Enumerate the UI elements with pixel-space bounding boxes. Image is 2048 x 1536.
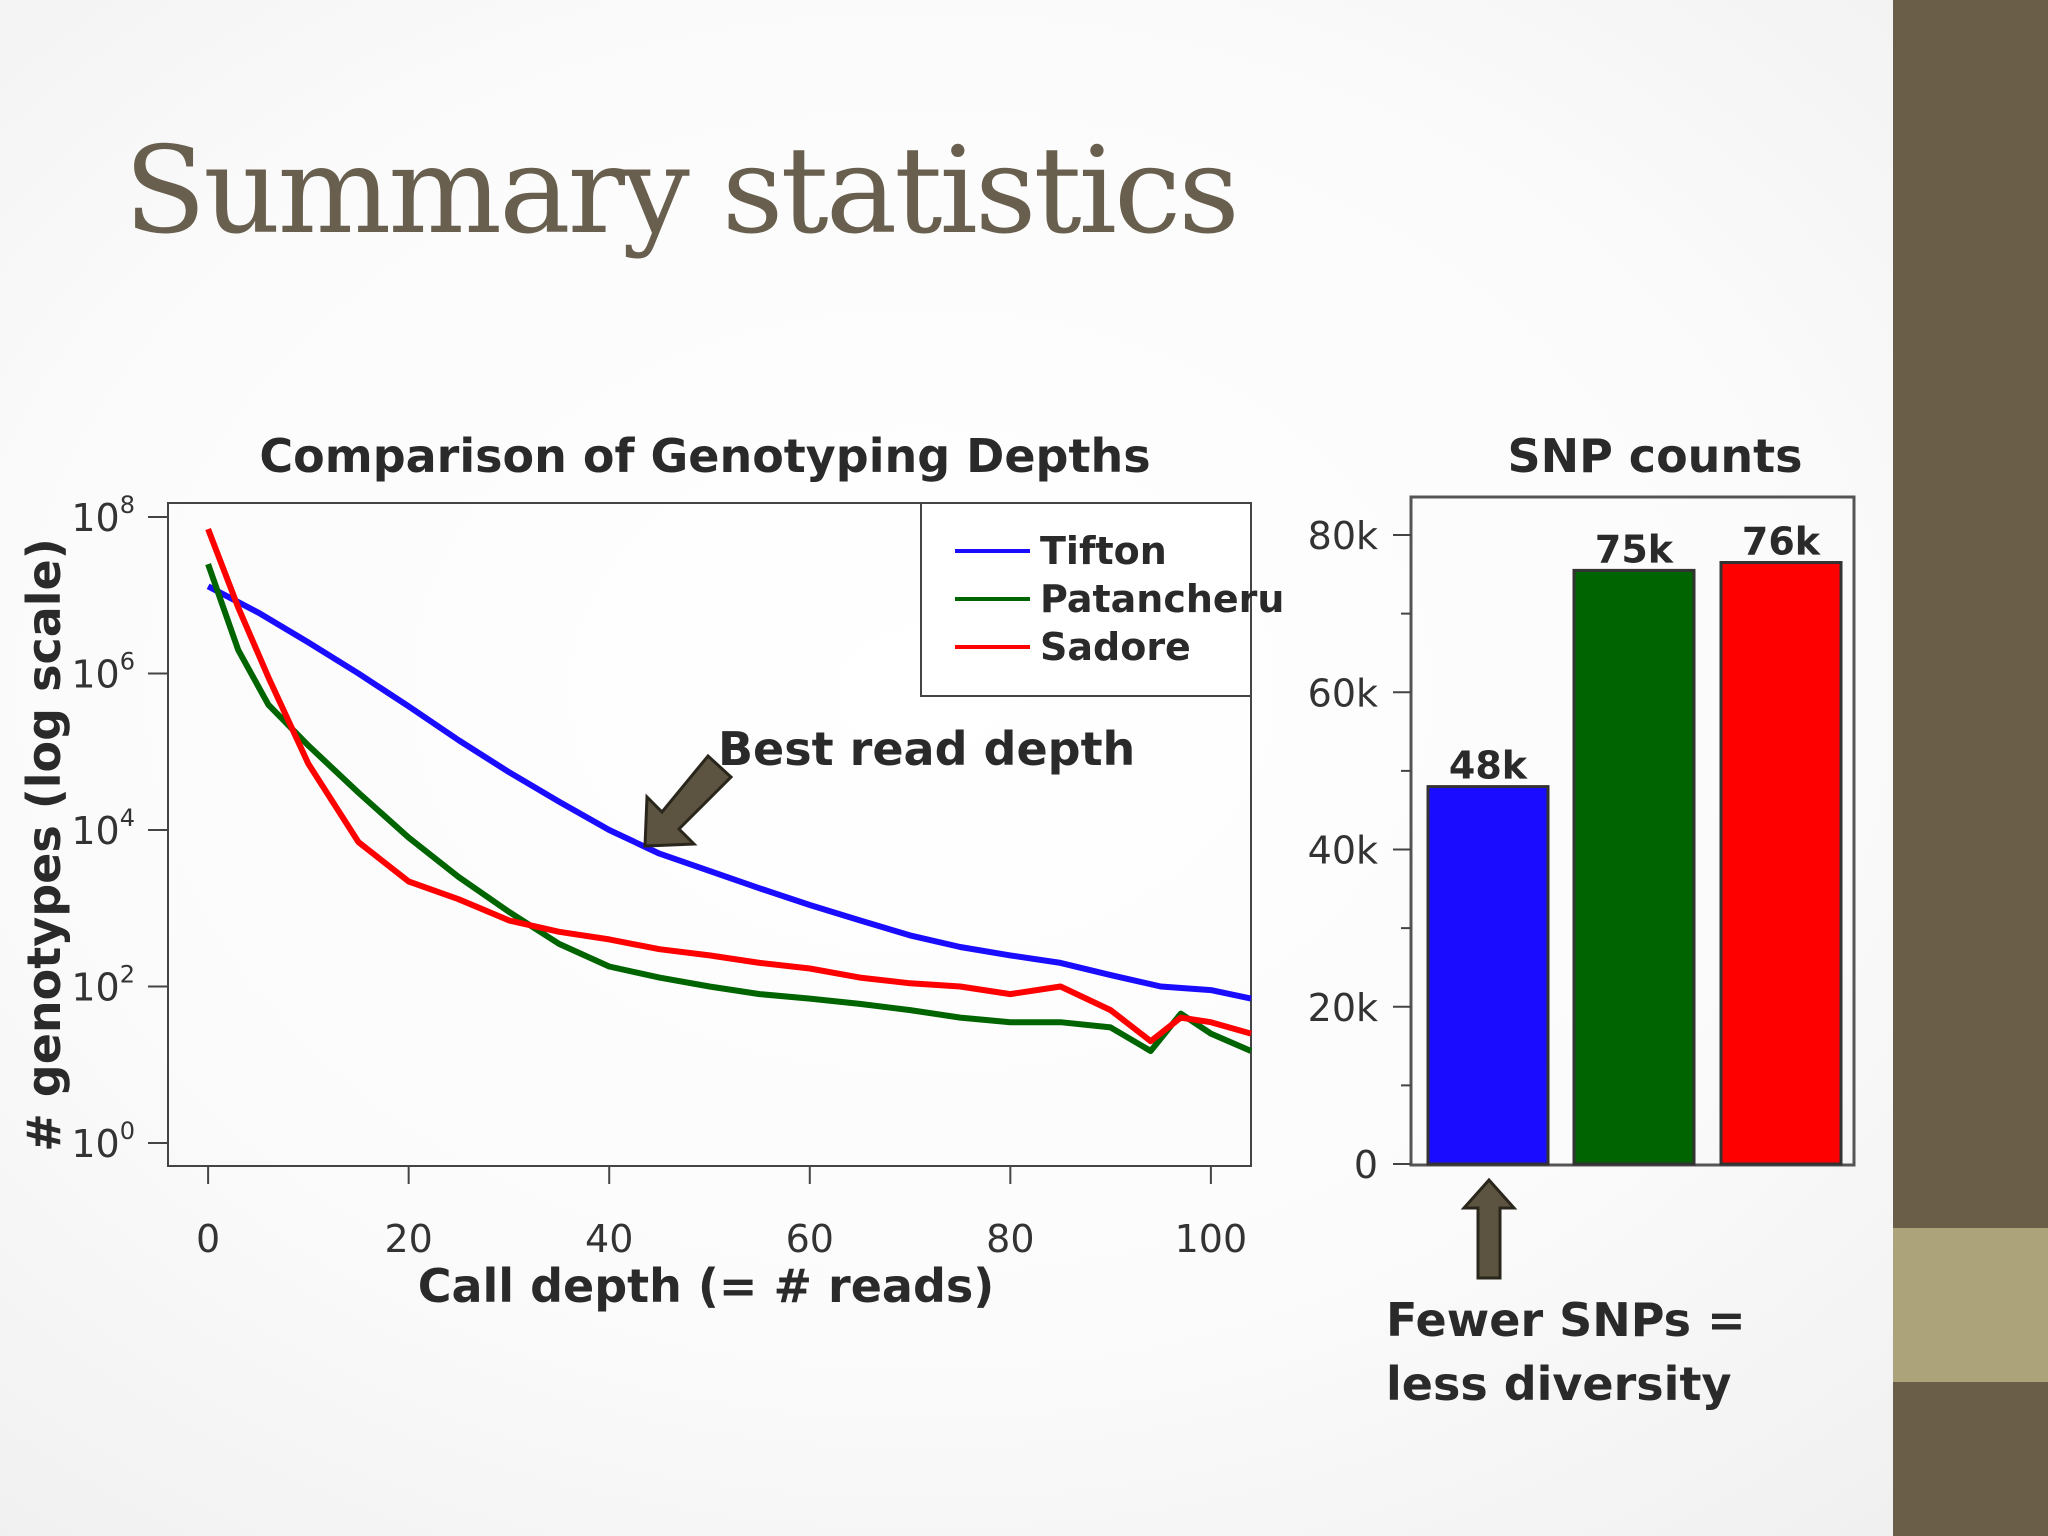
y-tick-label: 100: [71, 1117, 135, 1166]
x-tick-label: 0: [196, 1217, 220, 1261]
bar-y-tick-label: 60k: [1308, 671, 1378, 715]
fewer-snps-annotation-line2: less diversity: [1386, 1357, 1731, 1411]
line-chart-frame: [167, 502, 1252, 1167]
y-tick-label: 102: [71, 961, 135, 1010]
bar-y-tick-label: 80k: [1308, 514, 1378, 558]
bar-patancheru: [1572, 568, 1696, 1166]
best-depth-annotation: Best read depth: [718, 722, 1135, 776]
y-axis-label: # genotypes (log scale): [17, 538, 71, 1152]
x-tick-label: 60: [786, 1217, 834, 1261]
fewer-snps-arrow-icon: [1460, 1177, 1518, 1280]
best-depth-arrow-icon: [643, 753, 734, 848]
line-chart-title: Comparison of Genotyping Depths: [259, 429, 1150, 483]
slide-title: Summary statistics: [124, 122, 1240, 261]
y-tick-label: 106: [71, 648, 135, 697]
bar-y-tick-label: 20k: [1308, 986, 1378, 1030]
series-line-sadore: [205, 528, 1252, 1045]
bar-value-label: 48k: [1449, 744, 1528, 788]
bar-tifton: [1426, 785, 1550, 1166]
x-axis-label: Call depth (= # reads): [418, 1259, 995, 1313]
series-line-tifton: [206, 583, 1252, 1002]
y-tick-label: 108: [71, 491, 135, 540]
legend-label-patancheru: Patancheru: [1040, 577, 1284, 621]
legend-label-tifton: Tifton: [1040, 529, 1167, 573]
bar-sadore: [1719, 561, 1843, 1166]
y-tick-label: 104: [71, 804, 135, 853]
x-tick-label: 40: [585, 1217, 633, 1261]
side-decoration-accent: [1893, 1228, 2048, 1382]
legend-label-sadore: Sadore: [1040, 625, 1191, 669]
bar-value-label: 76k: [1742, 520, 1821, 564]
x-tick-label: 80: [986, 1217, 1034, 1261]
bar-y-tick-label: 0: [1354, 1143, 1378, 1187]
x-tick-label: 20: [384, 1217, 432, 1261]
series-line-patancheru: [205, 563, 1253, 1054]
bar-y-tick-label: 40k: [1308, 829, 1378, 873]
x-tick-label: 100: [1175, 1217, 1248, 1261]
bar-chart-title: SNP counts: [1507, 429, 1802, 483]
bar-value-label: 75k: [1595, 527, 1674, 571]
fewer-snps-annotation-line1: Fewer SNPs =: [1386, 1293, 1746, 1347]
